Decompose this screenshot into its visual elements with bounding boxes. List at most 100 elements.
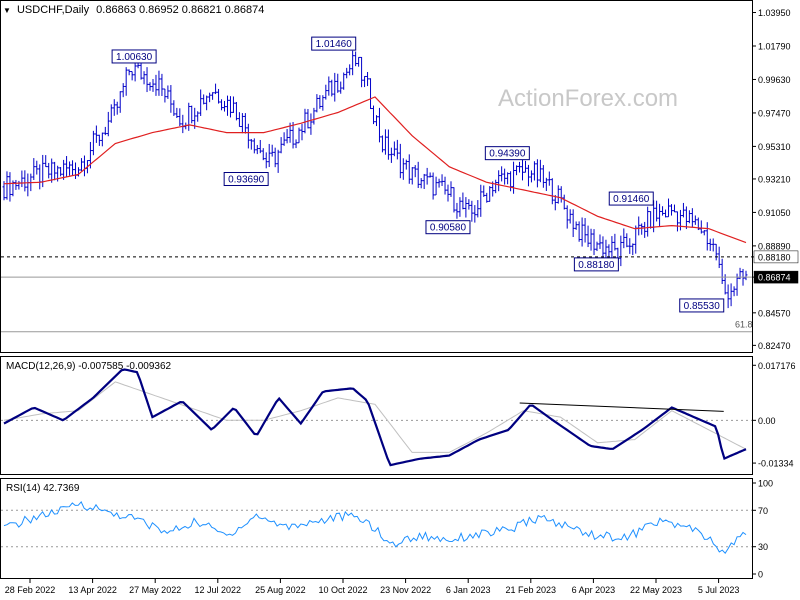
axis-layer: 1.03950 1.01790 0.99630 0.97470 0.95310 0.932… — [5, 8, 799, 595]
price-bar — [464, 197, 468, 218]
price-bar — [377, 107, 381, 143]
price-bar — [124, 67, 128, 96]
price-bar — [500, 166, 504, 182]
price-bar — [169, 85, 173, 113]
price-bar — [234, 102, 238, 121]
price-bar — [503, 168, 507, 185]
price-level-label: 0.93690 — [228, 175, 265, 186]
price-bar — [351, 50, 355, 76]
price-bar — [744, 270, 748, 281]
y-tick-label: 0.88180 — [758, 252, 791, 262]
macd-legend: MACD(12,26,9) -0.007585 -0.009362 — [6, 361, 172, 372]
price-bar — [431, 172, 435, 200]
price-bar — [565, 205, 569, 229]
price-bar — [529, 170, 533, 183]
price-bar — [407, 154, 411, 184]
fib-label: 61.8 — [735, 320, 753, 330]
price-bar — [625, 233, 629, 248]
price-bar — [372, 105, 376, 125]
price-bar — [339, 81, 343, 94]
price-bar — [631, 243, 635, 256]
price-bar — [732, 286, 736, 297]
y-tick-label: 0.99630 — [758, 75, 791, 85]
y-tick-label: 0 — [758, 570, 763, 580]
price-bar — [100, 132, 104, 147]
price-bar — [535, 159, 539, 188]
price-bar — [279, 137, 283, 154]
y-tick-label: 0.91050 — [758, 208, 791, 218]
price-bar — [708, 238, 712, 251]
price-bar — [255, 144, 259, 155]
price-bar — [106, 111, 110, 137]
price-bar — [118, 91, 122, 113]
price-bar — [506, 172, 510, 185]
price-bar — [91, 130, 95, 156]
price-bar — [595, 241, 599, 252]
price-bar — [2, 181, 6, 201]
x-tick-label: 6 Jan 2023 — [446, 585, 491, 595]
price-level-label: 0.85530 — [684, 301, 721, 312]
price-bar — [547, 171, 551, 186]
price-bar — [667, 198, 671, 218]
price-bar — [97, 134, 101, 146]
price-bar — [574, 221, 578, 230]
price-bar — [681, 202, 685, 218]
rsi-line — [3, 500, 747, 555]
price-bar — [392, 141, 396, 157]
price-bar — [270, 144, 274, 157]
price-bar — [640, 223, 644, 235]
price-bar — [303, 108, 307, 134]
price-bar — [166, 85, 170, 99]
price-bar — [461, 192, 465, 210]
price-bar — [550, 178, 554, 205]
x-tick-label: 28 Feb 2022 — [5, 585, 56, 595]
price-bar — [273, 147, 277, 168]
price-bar — [103, 126, 107, 136]
rsi-panel-frame — [0, 478, 753, 579]
price-bar — [44, 155, 48, 168]
y-tick-label: 1.01790 — [758, 41, 791, 51]
price-bar — [586, 225, 590, 248]
price-bar — [306, 109, 310, 129]
price-bar — [628, 238, 632, 254]
price-bar — [68, 161, 72, 176]
price-bar — [449, 181, 453, 197]
price-bar — [130, 71, 134, 81]
price-bar — [458, 197, 462, 217]
chart-header: ▼ USDCHF,Daily 0.86863 0.86952 0.86821 0… — [3, 4, 264, 16]
price-bar — [369, 78, 373, 110]
price-bar — [434, 176, 438, 196]
price-bar — [8, 172, 12, 202]
price-bar — [664, 209, 668, 218]
ohlc-values: 0.86863 0.86952 0.86821 0.86874 — [96, 4, 265, 16]
price-bar — [497, 170, 501, 192]
price-bar — [532, 161, 536, 181]
price-bar — [386, 129, 390, 160]
price-bar — [398, 143, 402, 179]
price-level-label-box — [111, 49, 157, 64]
price-bar — [178, 108, 182, 127]
price-bar — [246, 123, 250, 149]
price-bar — [389, 147, 393, 163]
price-bar — [35, 160, 39, 175]
price-bar — [526, 164, 530, 187]
price-bar — [345, 67, 349, 79]
y-tick-box — [753, 270, 799, 284]
price-bar — [348, 64, 352, 76]
price-bar — [211, 92, 215, 100]
x-tick-label: 22 May 2023 — [630, 585, 682, 595]
price-bar — [619, 235, 623, 267]
watermark: ActionForex.com — [498, 85, 678, 112]
price-bar — [282, 132, 286, 146]
price-bar — [327, 76, 331, 96]
price-bar — [154, 74, 158, 96]
price-bar — [50, 158, 54, 183]
price-bar — [71, 160, 75, 176]
price-bar — [321, 95, 325, 111]
price-bar — [300, 123, 304, 141]
x-tick-label: 27 May 2022 — [129, 585, 181, 595]
y-tick-label: 1.03950 — [758, 8, 791, 18]
y-tick-label: 100 — [758, 479, 773, 489]
price-bar — [422, 173, 426, 190]
y-tick-label: 0.82470 — [758, 341, 791, 351]
